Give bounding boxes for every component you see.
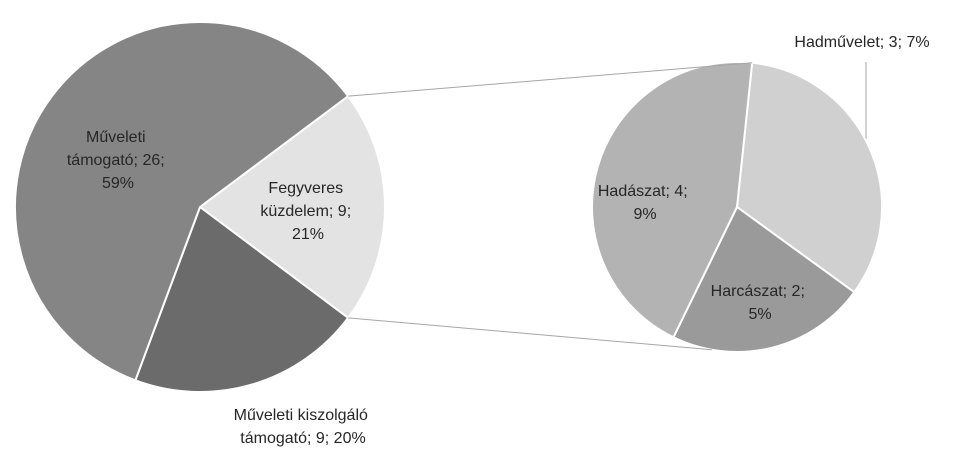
pie-slice [198,94,386,320]
data-label: Fegyveres küzdelem; 9; 21% [260,180,355,243]
connector-line [348,62,753,97]
pie-slice [134,205,350,393]
pie-slice [672,205,856,353]
data-label: Harcászat; 2; 5% [711,283,810,323]
data-label: Műveleti kiszolgáló támogató; 9; 20% [234,407,373,447]
data-label: Műveleti támogató; 26; 59% [67,129,169,192]
data-label: Hadművelet; 3; 7% [794,34,929,51]
connector-line [348,317,712,351]
pie-slice [735,61,883,294]
data-label: Hadászat; 4; 9% [598,183,692,223]
pie-slice [14,21,350,382]
